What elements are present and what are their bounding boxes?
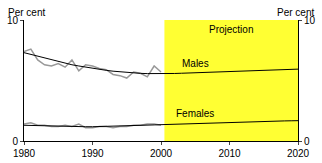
svg-text:10: 10 — [7, 15, 19, 26]
svg-text:1980: 1980 — [13, 148, 36, 159]
svg-text:10: 10 — [304, 15, 316, 26]
svg-text:Females: Females — [176, 108, 214, 119]
svg-text:Projection: Projection — [209, 24, 253, 35]
svg-text:2020: 2020 — [287, 148, 310, 159]
svg-text:Per cent: Per cent — [277, 7, 314, 18]
svg-text:2010: 2010 — [218, 148, 241, 159]
svg-text:Males: Males — [182, 58, 209, 69]
svg-text:1990: 1990 — [81, 148, 104, 159]
svg-text:Per cent: Per cent — [8, 7, 45, 18]
svg-text:2000: 2000 — [150, 148, 173, 159]
svg-text:0: 0 — [12, 136, 18, 147]
svg-text:0: 0 — [304, 136, 310, 147]
